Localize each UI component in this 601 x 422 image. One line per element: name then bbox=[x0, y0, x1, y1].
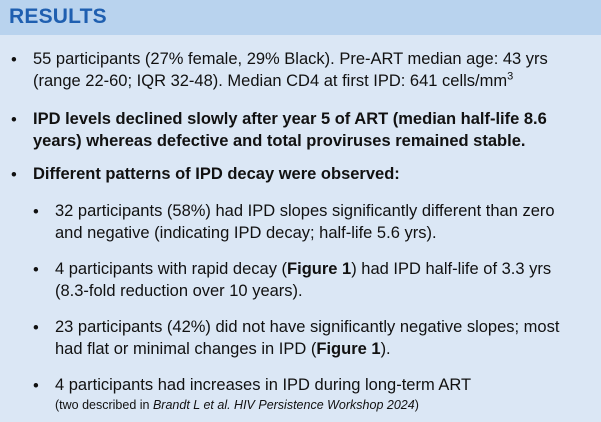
citation-text-pre: (two described in bbox=[55, 398, 153, 412]
flat-slopes-text-pre: had flat or minimal changes in IPD ( bbox=[55, 340, 317, 358]
figure-1-ref-2: Figure 1 bbox=[316, 340, 381, 358]
subbullet-2: • bbox=[33, 261, 39, 279]
subitem-ipd-increases-line1: 4 participants had increases in IPD duri… bbox=[55, 376, 472, 394]
rapid-decay-text-pre: 4 participants with rapid decay ( bbox=[55, 260, 288, 278]
subbullet-1: • bbox=[33, 203, 39, 221]
result-item-ipd-decline: IPD levels declined slowly after year 5 … bbox=[33, 108, 547, 152]
result-item-patterns: Different patterns of IPD decay were obs… bbox=[33, 163, 400, 185]
cd4-text: (range 22-60; IQR 32-48). Median CD4 at … bbox=[33, 72, 508, 90]
subitem-ipd-slopes-line2: and negative (indicating IPD decay; half… bbox=[55, 224, 437, 242]
subitem-ipd-slopes-line1: 32 participants (58%) had IPD slopes sig… bbox=[55, 202, 555, 220]
subitem-rapid-decay-line1: 4 participants with rapid decay (Figure … bbox=[55, 258, 551, 280]
subitem-flat-slopes-line2: had flat or minimal changes in IPD (Figu… bbox=[55, 338, 559, 360]
result-item-ipd-decline-line2: years) whereas defective and total provi… bbox=[33, 132, 526, 150]
subitem-rapid-decay-line2: (8.3-fold reduction over 10 years). bbox=[55, 282, 303, 300]
rapid-decay-text-post: ) had IPD half-life of 3.3 yrs bbox=[351, 260, 552, 278]
result-item-ipd-decline-line1: IPD levels declined slowly after year 5 … bbox=[33, 110, 547, 128]
bullet-2: • bbox=[11, 111, 17, 129]
result-item-participants-line1: 55 participants (27% female, 29% Black).… bbox=[33, 50, 548, 68]
subitem-rapid-decay: 4 participants with rapid decay (Figure … bbox=[55, 258, 551, 302]
citation-reference: Brandt L et al. HIV Persistence Workshop… bbox=[152, 398, 415, 412]
subitem-ipd-increases: 4 participants had increases in IPD duri… bbox=[55, 374, 471, 414]
result-item-participants: 55 participants (27% female, 29% Black).… bbox=[33, 48, 548, 92]
figure-1-ref: Figure 1 bbox=[287, 260, 352, 278]
citation-text-post: ) bbox=[414, 398, 419, 412]
subitem-flat-slopes-line1: 23 participants (42%) did not have signi… bbox=[55, 318, 560, 336]
results-title: RESULTS bbox=[9, 5, 107, 28]
result-item-patterns-line1: Different patterns of IPD decay were obs… bbox=[33, 165, 400, 183]
superscript-3: 3 bbox=[507, 70, 514, 83]
bullet-3: • bbox=[11, 166, 17, 184]
bullet-1: • bbox=[11, 51, 17, 69]
subitem-ipd-increases-line2: (two described in Brandt L et al. HIV Pe… bbox=[55, 396, 471, 414]
results-header: RESULTS bbox=[0, 0, 601, 35]
subitem-flat-slopes: 23 participants (42%) did not have signi… bbox=[55, 316, 559, 360]
subbullet-3: • bbox=[33, 319, 39, 337]
result-item-participants-line2: (range 22-60; IQR 32-48). Median CD4 at … bbox=[33, 70, 548, 92]
subitem-ipd-slopes: 32 participants (58%) had IPD slopes sig… bbox=[55, 200, 555, 244]
flat-slopes-text-post: ). bbox=[380, 340, 391, 358]
subbullet-4: • bbox=[33, 377, 39, 395]
